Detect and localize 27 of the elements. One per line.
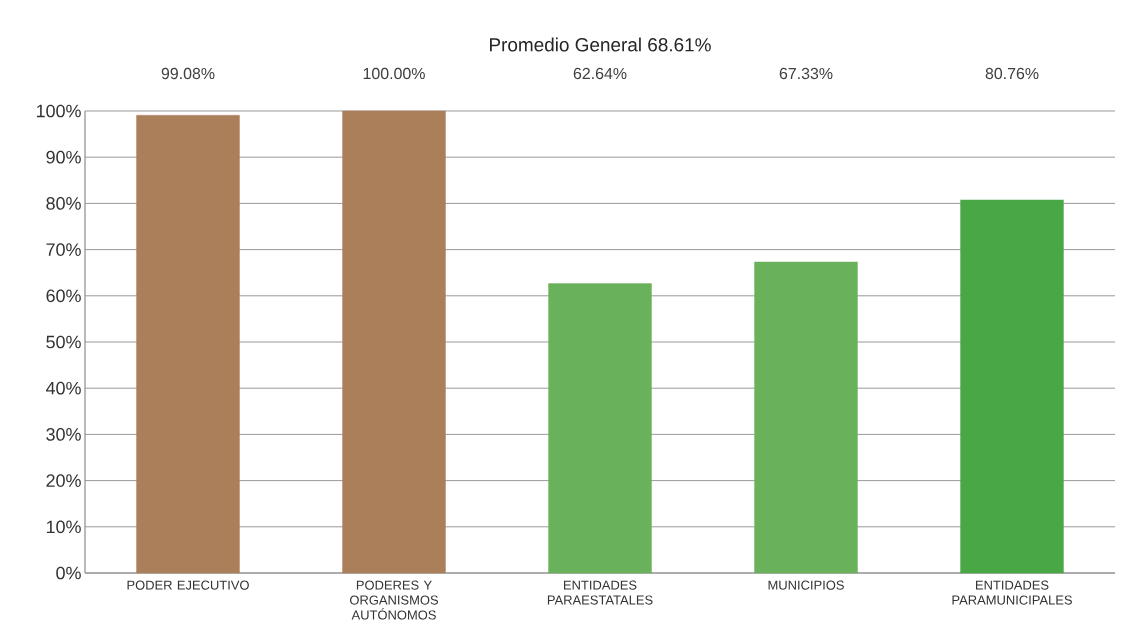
x-tick-label: ENTIDADES PARAESTATALES bbox=[547, 580, 653, 605]
y-tick-label: 0% bbox=[56, 566, 81, 580]
x-tick-label: PODERES Y ORGANISMOS AUTÓNOMOS bbox=[350, 580, 439, 620]
data-label: 99.08% bbox=[161, 67, 215, 80]
data-label: 67.33% bbox=[779, 67, 833, 80]
data-label: 80.76% bbox=[985, 67, 1039, 80]
y-tick-label: 90% bbox=[46, 150, 81, 164]
data-label: 100.00% bbox=[363, 67, 425, 80]
y-tick-label: 30% bbox=[46, 428, 81, 441]
x-tick-label: PODER EJECUTIVO bbox=[127, 580, 249, 590]
data-label: 62.64% bbox=[573, 67, 627, 80]
bar bbox=[960, 199, 1064, 574]
bar bbox=[342, 110, 446, 574]
y-tick-label: 70% bbox=[46, 243, 81, 256]
y-tick-label: 40% bbox=[45, 381, 81, 395]
y-tick-label: 20% bbox=[46, 474, 81, 487]
y-tick-label: 60% bbox=[46, 289, 81, 303]
x-tick-label: ENTIDADES PARAMUNICIPALES bbox=[952, 580, 1072, 605]
bar bbox=[548, 283, 652, 574]
y-tick-label: 100% bbox=[36, 104, 81, 118]
x-tick-label: MUNICIPIOS bbox=[768, 580, 844, 590]
chart-title: Promedio General 68.61% bbox=[490, 37, 711, 52]
y-tick-label: 50% bbox=[46, 335, 81, 349]
y-tick-label: 10% bbox=[46, 520, 81, 534]
y-tick-label: 80% bbox=[46, 197, 81, 210]
bar bbox=[136, 115, 240, 574]
bar bbox=[754, 261, 858, 574]
